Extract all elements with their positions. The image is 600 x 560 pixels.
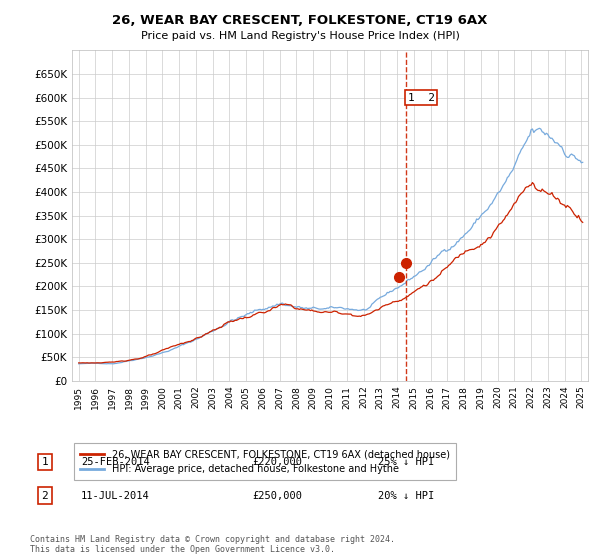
Text: 11-JUL-2014: 11-JUL-2014 <box>81 491 150 501</box>
Legend: 26, WEAR BAY CRESCENT, FOLKESTONE, CT19 6AX (detached house), HPI: Average price: 26, WEAR BAY CRESCENT, FOLKESTONE, CT19 … <box>74 444 456 480</box>
Text: £250,000: £250,000 <box>252 491 302 501</box>
Text: 2: 2 <box>41 491 49 501</box>
Text: 25% ↓ HPI: 25% ↓ HPI <box>378 457 434 467</box>
Text: 26, WEAR BAY CRESCENT, FOLKESTONE, CT19 6AX: 26, WEAR BAY CRESCENT, FOLKESTONE, CT19 … <box>112 14 488 27</box>
Text: 1: 1 <box>41 457 49 467</box>
Text: 20% ↓ HPI: 20% ↓ HPI <box>378 491 434 501</box>
Text: 25-FEB-2014: 25-FEB-2014 <box>81 457 150 467</box>
Text: £220,000: £220,000 <box>252 457 302 467</box>
Text: Price paid vs. HM Land Registry's House Price Index (HPI): Price paid vs. HM Land Registry's House … <box>140 31 460 41</box>
Text: Contains HM Land Registry data © Crown copyright and database right 2024.
This d: Contains HM Land Registry data © Crown c… <box>30 535 395 554</box>
Text: 1  2: 1 2 <box>407 92 434 102</box>
